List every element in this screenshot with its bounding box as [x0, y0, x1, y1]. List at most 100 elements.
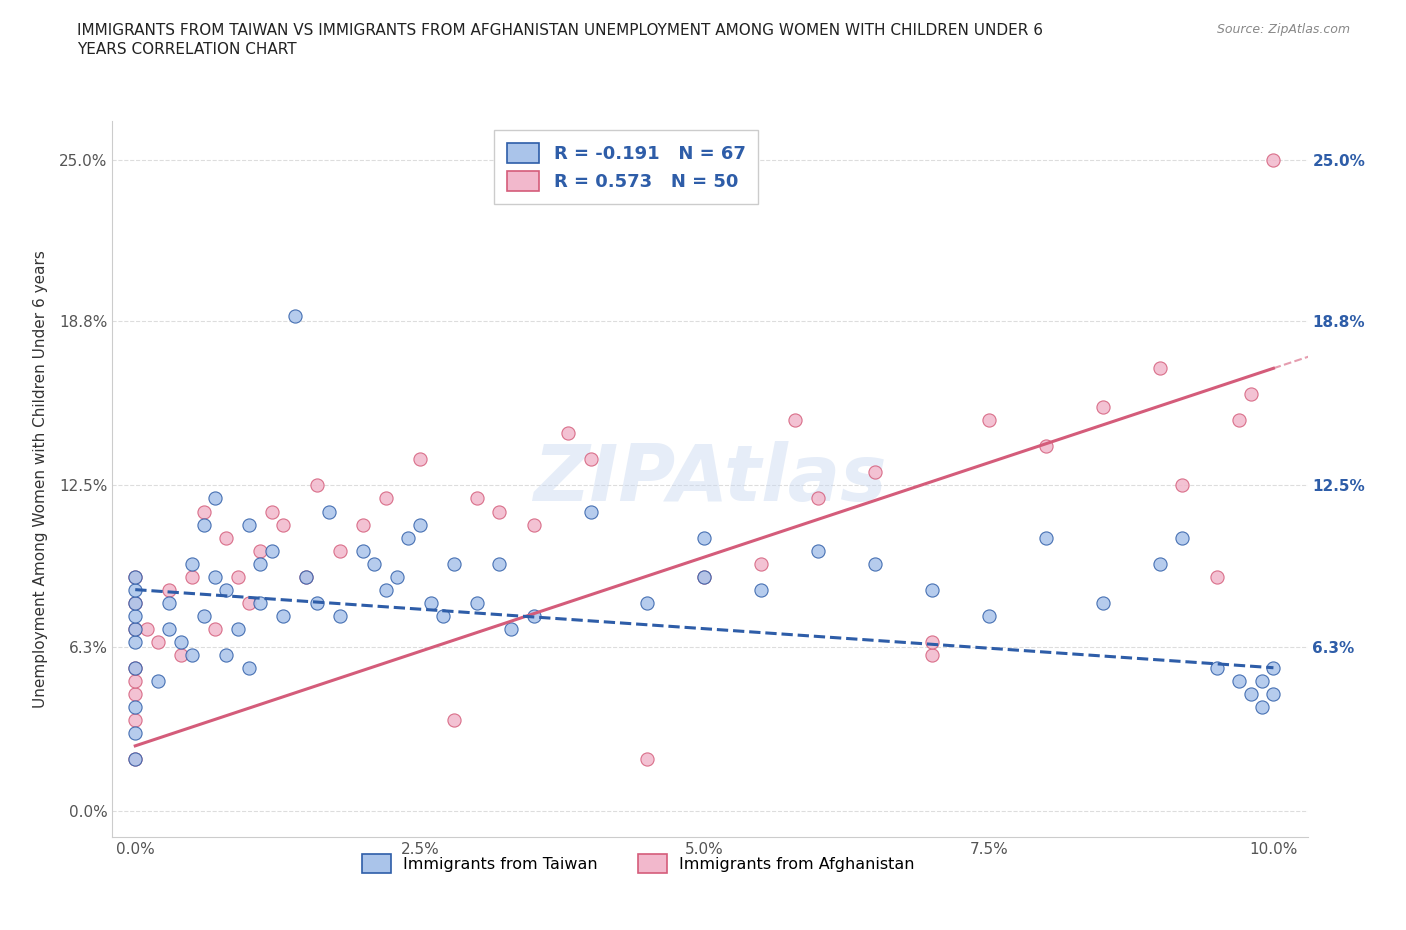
- Point: [295, 569, 318, 584]
- Point: [157, 621, 180, 636]
- Point: [124, 569, 146, 584]
- Point: [374, 582, 396, 597]
- Text: Source: ZipAtlas.com: Source: ZipAtlas.com: [1216, 23, 1350, 36]
- Point: [193, 608, 215, 623]
- Point: [1091, 595, 1114, 610]
- Point: [146, 673, 169, 688]
- Point: [465, 491, 488, 506]
- Point: [249, 556, 271, 571]
- Point: [579, 504, 602, 519]
- Point: [215, 647, 238, 662]
- Point: [124, 660, 146, 675]
- Point: [1205, 660, 1227, 675]
- Point: [1227, 413, 1250, 428]
- Point: [1171, 478, 1194, 493]
- Point: [307, 478, 329, 493]
- Point: [124, 621, 146, 636]
- Point: [1240, 387, 1263, 402]
- Point: [124, 751, 146, 766]
- Point: [249, 543, 271, 558]
- Point: [157, 582, 180, 597]
- Point: [204, 491, 226, 506]
- Point: [307, 595, 329, 610]
- Point: [181, 647, 204, 662]
- Point: [352, 543, 374, 558]
- Point: [465, 595, 488, 610]
- Point: [409, 452, 432, 467]
- Point: [396, 530, 419, 545]
- Point: [488, 556, 510, 571]
- Y-axis label: Unemployment Among Women with Children Under 6 years: Unemployment Among Women with Children U…: [34, 250, 48, 708]
- Point: [124, 660, 146, 675]
- Point: [318, 504, 340, 519]
- Point: [807, 491, 830, 506]
- Point: [785, 413, 807, 428]
- Point: [863, 465, 886, 480]
- Point: [385, 569, 408, 584]
- Point: [124, 569, 146, 584]
- Point: [409, 517, 432, 532]
- Point: [807, 543, 830, 558]
- Point: [124, 686, 146, 701]
- Point: [181, 556, 204, 571]
- Point: [295, 569, 318, 584]
- Point: [1263, 153, 1285, 167]
- Point: [124, 595, 146, 610]
- Point: [249, 595, 271, 610]
- Point: [374, 491, 396, 506]
- Point: [420, 595, 443, 610]
- Text: IMMIGRANTS FROM TAIWAN VS IMMIGRANTS FROM AFGHANISTAN UNEMPLOYMENT AMONG WOMEN W: IMMIGRANTS FROM TAIWAN VS IMMIGRANTS FRO…: [77, 23, 1043, 38]
- Point: [1227, 673, 1250, 688]
- Point: [271, 517, 294, 532]
- Point: [238, 517, 260, 532]
- Point: [226, 621, 249, 636]
- Point: [260, 504, 283, 519]
- Point: [193, 504, 215, 519]
- Point: [1240, 686, 1263, 701]
- Point: [1263, 686, 1285, 701]
- Point: [523, 608, 546, 623]
- Point: [124, 634, 146, 649]
- Point: [579, 452, 602, 467]
- Point: [432, 608, 454, 623]
- Point: [124, 608, 146, 623]
- Point: [921, 634, 943, 649]
- Point: [284, 309, 307, 324]
- Point: [124, 751, 146, 766]
- Point: [921, 647, 943, 662]
- Point: [1091, 400, 1114, 415]
- Point: [204, 569, 226, 584]
- Point: [124, 582, 146, 597]
- Point: [204, 621, 226, 636]
- Point: [1035, 530, 1057, 545]
- Point: [260, 543, 283, 558]
- Point: [523, 517, 546, 532]
- Point: [1171, 530, 1194, 545]
- Point: [226, 569, 249, 584]
- Point: [215, 530, 238, 545]
- Point: [124, 595, 146, 610]
- Point: [352, 517, 374, 532]
- Point: [693, 569, 716, 584]
- Point: [693, 569, 716, 584]
- Point: [170, 647, 193, 662]
- Point: [363, 556, 385, 571]
- Point: [443, 712, 465, 727]
- Point: [557, 426, 579, 441]
- Point: [238, 595, 260, 610]
- Point: [1251, 699, 1274, 714]
- Point: [271, 608, 294, 623]
- Point: [693, 530, 716, 545]
- Point: [238, 660, 260, 675]
- Point: [329, 608, 352, 623]
- Point: [124, 725, 146, 740]
- Point: [329, 543, 352, 558]
- Point: [443, 556, 465, 571]
- Point: [1149, 361, 1171, 376]
- Point: [215, 582, 238, 597]
- Point: [1263, 660, 1285, 675]
- Point: [863, 556, 886, 571]
- Point: [193, 517, 215, 532]
- Legend: Immigrants from Taiwan, Immigrants from Afghanistan: Immigrants from Taiwan, Immigrants from …: [356, 848, 921, 879]
- Point: [1251, 673, 1274, 688]
